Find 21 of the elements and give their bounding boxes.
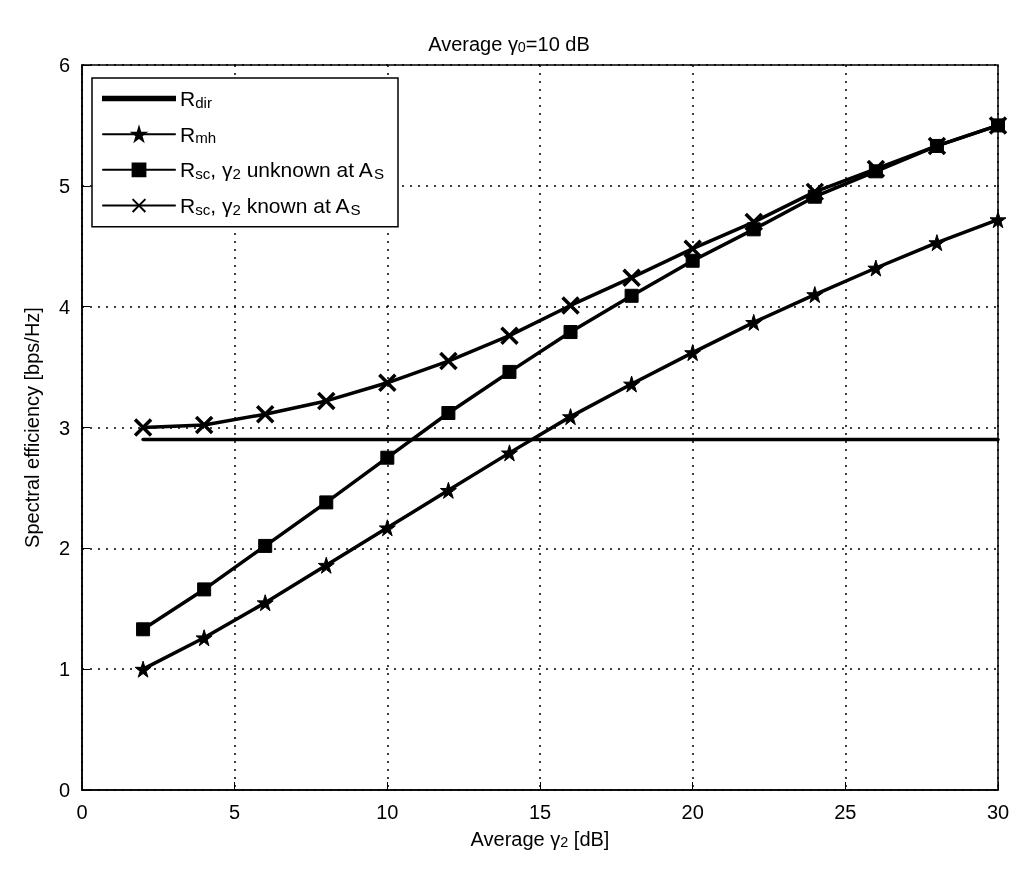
x-tick-label: 30 — [986, 801, 1010, 823]
legend-label: Rsc, γ2 known at AS — [180, 194, 361, 218]
y-tick-label: 0 — [58, 779, 70, 801]
x-tick-label: 25 — [834, 801, 857, 823]
chart-title: Average γ0=10 dB — [428, 32, 590, 55]
x-tick-label: 15 — [528, 801, 552, 823]
legend-label: Rdir — [180, 87, 212, 111]
x-tick-label: 0 — [76, 801, 88, 823]
x-tick-label: 5 — [229, 801, 241, 823]
y-tick-label: 1 — [58, 658, 70, 681]
y-tick-label: 4 — [58, 295, 70, 318]
legend-label: Rsc, γ2 unknown at AS — [180, 158, 385, 183]
x-tick-label: 20 — [681, 801, 704, 823]
x-axis-title: Average γ2 [dB] — [470, 827, 610, 850]
y-tick-label: 2 — [58, 537, 70, 560]
legend-label: Rmh — [180, 122, 217, 147]
y-tick-label: 6 — [58, 54, 70, 76]
y-axis-title: Spectral efficiency [bps/Hz] — [21, 307, 43, 548]
x-tick-label: 10 — [376, 801, 399, 823]
y-tick-label: 3 — [58, 416, 70, 439]
y-tick-label: 5 — [58, 174, 70, 197]
